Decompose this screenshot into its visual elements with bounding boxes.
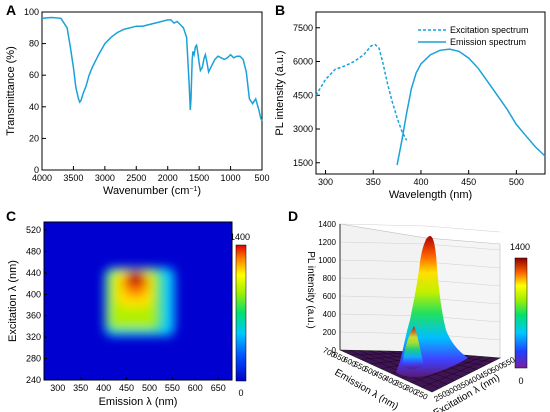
y-tick-label-c: 480 (26, 246, 41, 256)
y-tick-label-c: 440 (26, 268, 41, 278)
colorbar-min-label-d: 0 (518, 376, 523, 386)
x-tick-label-b: 350 (366, 177, 381, 187)
x-axis-label-a-superscript: −1 (189, 186, 197, 193)
plot-frame-c (43, 221, 233, 381)
wall-grid-line (339, 295, 427, 299)
y-tick-label-a: 100 (24, 7, 39, 17)
x-axis-label-a: Wavenumber (cm−1) (103, 185, 201, 197)
panel-letter-d: D (288, 208, 299, 224)
x-tick-label-c: 650 (211, 383, 226, 393)
x-tick-label-c: 300 (50, 383, 65, 393)
y-tick-label-b: 1500 (293, 158, 313, 168)
y-tick-label-c: 320 (26, 332, 41, 342)
x-tick-label-a: 4000 (32, 173, 52, 183)
panel-letter-b: B (275, 2, 286, 18)
legend-label-emission: Emission spectrum (450, 37, 526, 47)
plot-frame-b (315, 11, 546, 175)
surface-shoulder (402, 326, 424, 369)
y-tick-label-a: 60 (29, 70, 39, 80)
y-tick-label-b: 4500 (293, 90, 313, 100)
panel-letter-c: C (6, 208, 17, 224)
colorbar-c (235, 244, 247, 382)
z-axis-label-d: PL intensity (a.u.) (305, 251, 316, 328)
excitation-tick-label-d: 550 (501, 355, 518, 370)
x-tick-label-a: 2000 (158, 173, 178, 183)
y-axis-label-c: Excitation λ (nm) (7, 260, 19, 342)
x-tick-label-c: 350 (73, 383, 88, 393)
plot-frame-a (41, 11, 263, 171)
x-tick-label-b: 450 (461, 177, 476, 187)
x-tick-label-b: 500 (509, 177, 524, 187)
x-axis-label-b: Wavelength (nm) (389, 189, 472, 201)
x-axis-label-c: Emission λ (nm) (99, 396, 178, 408)
z-tick-label-d: 800 (323, 274, 337, 283)
y-tick-label-a: 20 (29, 133, 39, 143)
legend-label-excitation: Excitation spectrum (450, 25, 529, 35)
z-tick-label-d: 600 (323, 292, 337, 301)
z-tick-label-d: 1000 (318, 256, 336, 265)
wall-grid-line (339, 259, 427, 263)
floor-grid-line (411, 356, 484, 383)
y-tick-label-a: 80 (29, 39, 39, 49)
z-tick-label-d: 0 (332, 346, 337, 355)
colorbar-d (514, 257, 528, 369)
z-tick-label-d: 1400 (318, 220, 336, 229)
x-tick-label-a: 3500 (63, 173, 83, 183)
y-tick-label-a: 0 (34, 165, 39, 175)
y-axis-label-a: Transmittance (%) (5, 46, 17, 135)
x-tick-label-a: 1500 (189, 173, 209, 183)
y-tick-label-c: 280 (26, 354, 41, 364)
x-tick-label-a: 500 (254, 173, 269, 183)
x-tick-label-b: 400 (413, 177, 428, 187)
z-tick-label-d: 400 (323, 310, 337, 319)
heatmap-blobs (104, 267, 175, 337)
wall-grid-line (339, 223, 427, 227)
y-tick-label-b: 7500 (293, 23, 313, 33)
wall-grid-line (425, 279, 501, 287)
wall-grid-line (425, 261, 501, 269)
wall-grid-line (339, 241, 427, 245)
x-tick-label-c: 450 (119, 383, 134, 393)
heatmap-peak (125, 270, 146, 287)
z-tick-label-d: 1200 (318, 238, 336, 247)
emission-spectrum-line (396, 48, 546, 166)
x-tick-label-c: 500 (142, 383, 157, 393)
x-tick-label-c: 600 (188, 383, 203, 393)
colorbar-max-label-c: 1400 (230, 232, 250, 242)
panel-letter-a: A (6, 2, 17, 18)
y-tick-label-c: 400 (26, 289, 41, 299)
z-tick-label-d: 200 (323, 328, 337, 337)
x-tick-label-c: 400 (96, 383, 111, 393)
y-tick-label-a: 40 (29, 102, 39, 112)
floor-grid-line (421, 357, 492, 388)
excitation-spectrum-line (315, 43, 408, 141)
wall-grid-line (425, 225, 501, 233)
y-tick-label-c: 240 (26, 375, 41, 385)
colorbar-max-label-d: 1400 (510, 242, 530, 252)
x-tick-label-b: 300 (318, 177, 333, 187)
wall-grid-line (339, 277, 427, 281)
wall-grid-line (425, 243, 501, 251)
y-tick-label-c: 520 (26, 225, 41, 235)
x-tick-label-a: 2500 (126, 173, 146, 183)
x-tick-label-c: 550 (165, 383, 180, 393)
y-tick-label-b: 3000 (293, 124, 313, 134)
floor-grid-line (349, 349, 440, 389)
y-tick-label-b: 6000 (293, 57, 313, 67)
ftir-spectrum-line (41, 16, 263, 122)
y-tick-label-c: 360 (26, 311, 41, 321)
x-tick-label-a: 1000 (221, 173, 241, 183)
x-axis-label-a-tail: ) (197, 185, 201, 197)
x-tick-label-a: 3000 (95, 173, 115, 183)
colorbar-min-label-c: 0 (238, 388, 243, 398)
y-axis-label-b: PL intensity (a.u.) (274, 50, 286, 135)
